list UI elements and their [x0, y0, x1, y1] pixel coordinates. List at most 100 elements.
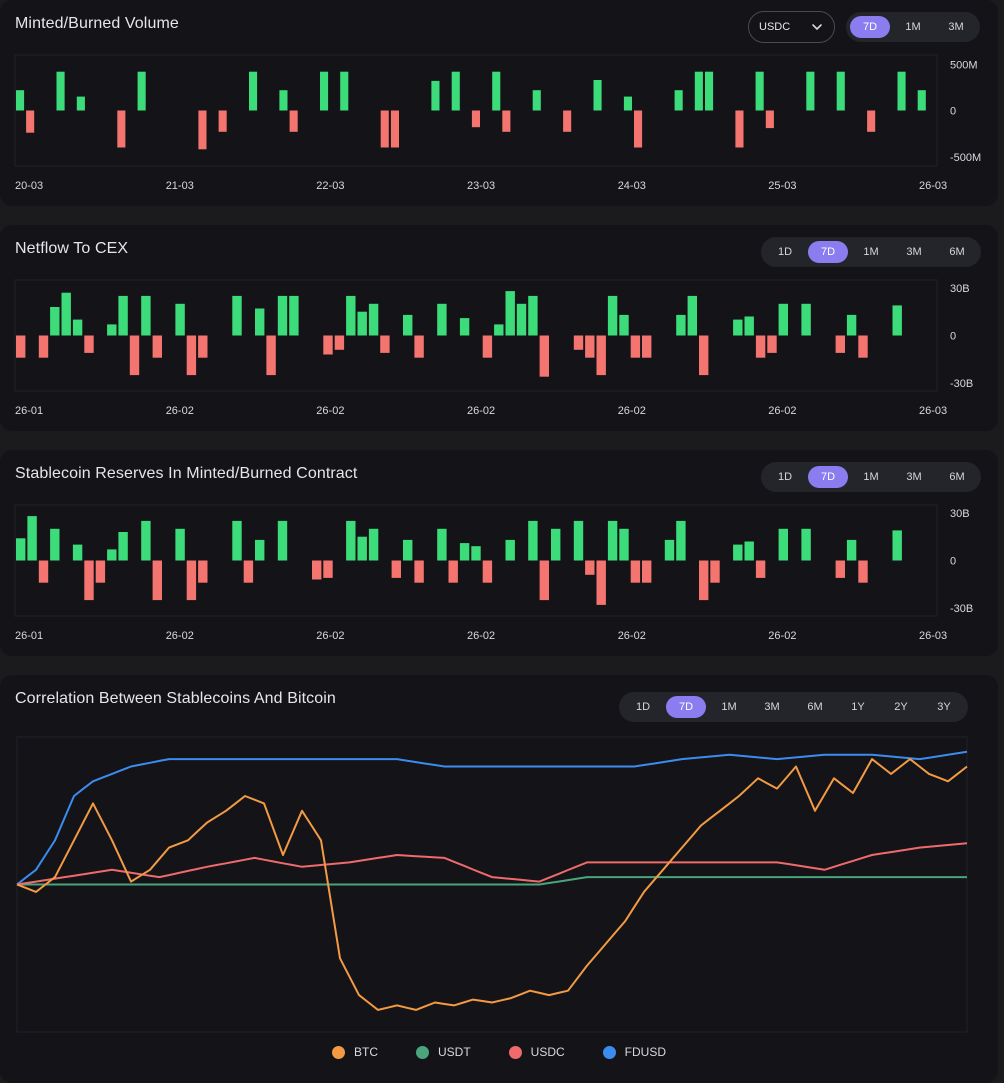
netflow-bar[interactable]: [186, 335, 197, 376]
reserves-bar[interactable]: [596, 560, 606, 605]
netflow-bar[interactable]: [107, 324, 117, 336]
minted-bar[interactable]: [836, 71, 845, 111]
netflow-bar[interactable]: [676, 314, 686, 336]
reserves-bar[interactable]: [437, 528, 447, 561]
netflow-bar[interactable]: [50, 307, 60, 336]
netflow-bar[interactable]: [403, 314, 413, 336]
reserves-bar[interactable]: [459, 543, 470, 561]
minted-bar[interactable]: [634, 110, 643, 148]
netflow-bar[interactable]: [72, 319, 83, 336]
netflow-bar[interactable]: [198, 335, 208, 358]
reserves-bar[interactable]: [118, 532, 128, 561]
reserves-bar[interactable]: [755, 560, 766, 578]
legend-item-btc[interactable]: BTC: [331, 1045, 378, 1059]
netflow-bar[interactable]: [346, 295, 356, 336]
netflow-bar[interactable]: [357, 311, 367, 336]
range-7d-button[interactable]: 7D: [808, 241, 848, 263]
minted-bar[interactable]: [26, 110, 35, 133]
minted-bar[interactable]: [340, 71, 349, 111]
netflow-bar[interactable]: [16, 335, 26, 358]
reserves-bar[interactable]: [277, 520, 288, 561]
minted-bar[interactable]: [16, 90, 25, 111]
netflow-bar[interactable]: [334, 335, 345, 350]
reserves-bar[interactable]: [676, 520, 686, 561]
netflow-bar[interactable]: [699, 335, 709, 376]
minted-bar[interactable]: [76, 96, 85, 111]
reserves-bar[interactable]: [619, 528, 629, 561]
reserves-bar[interactable]: [573, 520, 584, 561]
minted-bar[interactable]: [623, 96, 632, 111]
reserves-bar[interactable]: [232, 520, 242, 561]
netflow-bar[interactable]: [118, 295, 128, 336]
reserves-bar[interactable]: [642, 560, 652, 583]
netflow-bar[interactable]: [129, 335, 140, 376]
netflow-bar[interactable]: [368, 303, 379, 336]
reserves-bar[interactable]: [175, 528, 185, 561]
range-3m-button[interactable]: 3M: [906, 471, 922, 483]
minted-bar[interactable]: [471, 110, 480, 128]
reserves-bar[interactable]: [846, 539, 857, 561]
netflow-bar[interactable]: [733, 319, 743, 336]
minted-bar[interactable]: [492, 71, 501, 111]
netflow-bar[interactable]: [141, 295, 151, 336]
netflow-bar[interactable]: [778, 303, 788, 336]
reserves-bar[interactable]: [482, 560, 493, 583]
reserves-bar[interactable]: [186, 560, 197, 601]
minted-bar[interactable]: [218, 110, 227, 132]
netflow-bar[interactable]: [61, 292, 71, 336]
reserves-bar[interactable]: [733, 544, 743, 561]
reserves-bar[interactable]: [255, 539, 265, 561]
range-2y-button[interactable]: 2Y: [894, 701, 908, 713]
netflow-bar[interactable]: [175, 303, 185, 336]
reserves-bar[interactable]: [38, 560, 49, 583]
minted-bar[interactable]: [674, 90, 683, 111]
netflow-bar[interactable]: [414, 335, 424, 358]
minted-bar[interactable]: [563, 110, 572, 132]
range-1m-button[interactable]: 1M: [863, 246, 879, 258]
reserves-bar[interactable]: [141, 520, 151, 561]
reserves-bar[interactable]: [346, 520, 356, 561]
reserves-bar[interactable]: [50, 528, 60, 561]
range-1y-button[interactable]: 1Y: [851, 701, 865, 713]
minted-bar[interactable]: [705, 71, 714, 111]
reserves-bar[interactable]: [243, 560, 254, 583]
minted-bar[interactable]: [694, 71, 703, 111]
legend-item-usdc[interactable]: USDC: [508, 1045, 565, 1059]
range-1d-button[interactable]: 1D: [635, 701, 651, 713]
reserves-bar[interactable]: [801, 528, 811, 561]
legend-item-usdt[interactable]: USDT: [415, 1045, 471, 1059]
reserves-bar[interactable]: [312, 560, 322, 580]
reserves-bar[interactable]: [391, 560, 401, 578]
minted-bar[interactable]: [806, 71, 815, 111]
netflow-bar[interactable]: [232, 295, 242, 336]
minted-bar[interactable]: [451, 71, 460, 111]
netflow-bar[interactable]: [38, 335, 49, 358]
netflow-bar[interactable]: [482, 335, 493, 358]
minted-bar[interactable]: [279, 90, 288, 111]
reserves-bar[interactable]: [27, 516, 37, 561]
netflow-bar[interactable]: [801, 303, 811, 336]
reserves-bar[interactable]: [84, 560, 94, 601]
netflow-bar[interactable]: [277, 295, 288, 336]
minted-bar[interactable]: [755, 71, 764, 111]
minted-bar[interactable]: [137, 71, 146, 111]
reserves-bar[interactable]: [368, 528, 379, 561]
minted-bar[interactable]: [765, 110, 774, 129]
reserves-bar[interactable]: [778, 528, 788, 561]
reserves-bar[interactable]: [95, 560, 106, 583]
reserves-bar[interactable]: [505, 539, 515, 561]
netflow-bar[interactable]: [755, 335, 766, 358]
netflow-bar[interactable]: [539, 335, 549, 377]
netflow-bar[interactable]: [744, 316, 754, 336]
range-3m-button[interactable]: 3M: [906, 246, 922, 258]
netflow-bar[interactable]: [255, 308, 265, 336]
minted-bar[interactable]: [735, 110, 744, 148]
range-3m-button[interactable]: 3M: [764, 701, 780, 713]
reserves-bar[interactable]: [858, 560, 868, 583]
reserves-bar[interactable]: [471, 546, 481, 561]
netflow-bar[interactable]: [289, 295, 299, 336]
range-1m-button[interactable]: 1M: [863, 471, 879, 483]
minted-bar[interactable]: [532, 90, 541, 111]
netflow-bar[interactable]: [380, 335, 390, 353]
range-3y-button[interactable]: 3Y: [937, 701, 951, 713]
